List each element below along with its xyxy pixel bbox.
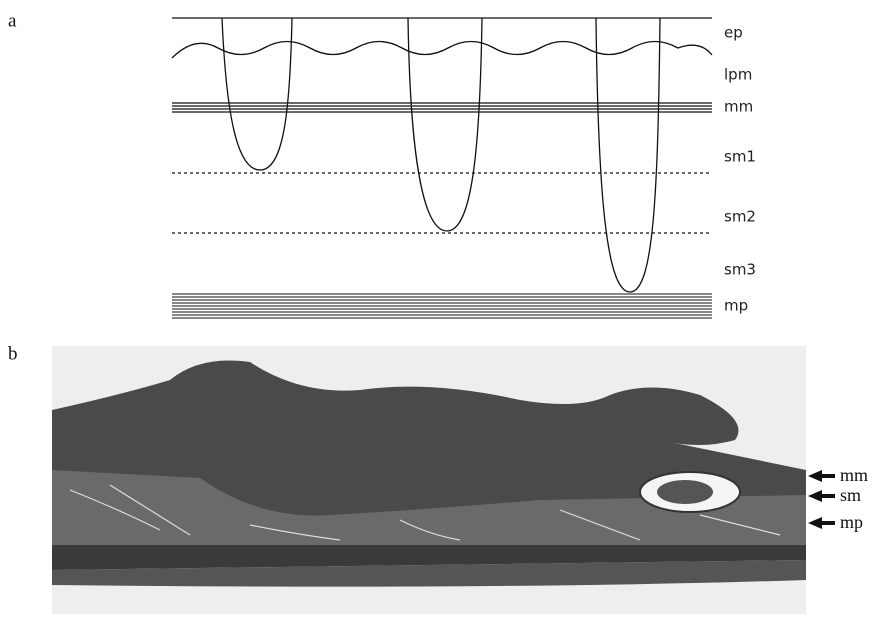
arrow-label: sm: [840, 485, 861, 505]
layer-label: mp: [724, 297, 748, 315]
layer-label: ep: [724, 24, 743, 42]
histology-photo: [52, 346, 806, 614]
layer-label: mm: [724, 98, 753, 116]
layer-label: sm3: [724, 261, 756, 279]
arrows: [808, 470, 835, 529]
layer-label: lpm: [724, 66, 752, 84]
layer-label: sm1: [724, 148, 756, 166]
arrow-label: mp: [840, 512, 863, 532]
layer-diagram: [171, 17, 713, 319]
panel-label: b: [8, 343, 18, 364]
panel-label: a: [8, 10, 17, 31]
layer-label: sm2: [724, 208, 756, 226]
arrow-label: mm: [840, 465, 868, 485]
